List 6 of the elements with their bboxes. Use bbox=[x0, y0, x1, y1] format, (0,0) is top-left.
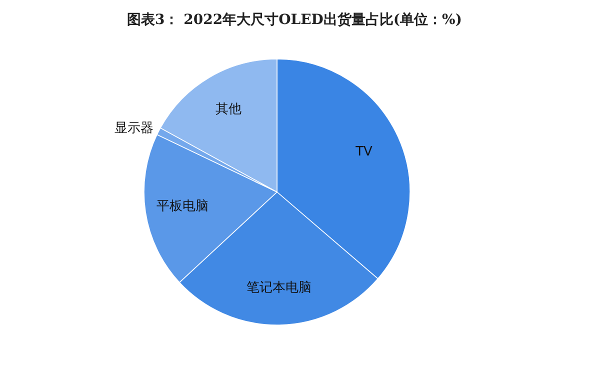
slice-label: 笔记本电脑 bbox=[246, 280, 312, 296]
slice-label: TV bbox=[354, 144, 373, 160]
slice-label: 其他 bbox=[215, 102, 242, 118]
slice-label: 平板电脑 bbox=[156, 198, 208, 214]
chart-title: 图表3： 2022年大尺寸OLED出货量占比(单位：%) bbox=[127, 12, 462, 28]
slice-label: 显示器 bbox=[114, 121, 154, 136]
